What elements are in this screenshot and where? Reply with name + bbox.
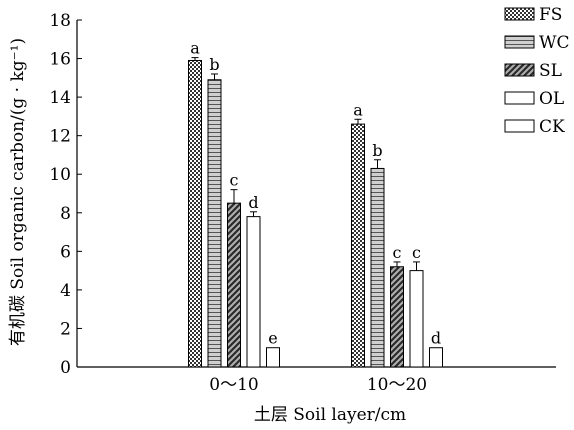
y-tick-label: 14	[49, 88, 71, 108]
significance-letter: e	[268, 329, 277, 348]
y-axis-label: 有机碳 Soil organic carbon/(g · kg⁻¹)	[8, 38, 28, 346]
bar-fs-2	[351, 123, 365, 368]
y-tick-label: 18	[49, 11, 71, 31]
legend-label-sl: SL	[539, 61, 562, 81]
y-tick-label: 16	[49, 50, 71, 70]
bar-ol-2	[409, 270, 424, 368]
legend-label-wc: WC	[539, 33, 569, 53]
significance-letter: b	[209, 55, 219, 74]
bar-ol-1	[246, 216, 261, 368]
legend-swatch-ol	[504, 91, 535, 105]
legend: FS WC SL OL CK	[504, 5, 569, 137]
legend-swatch-wc	[504, 35, 535, 49]
axes	[76, 20, 556, 368]
legend-swatch-sl	[504, 63, 535, 77]
y-tick-label: 12	[49, 127, 71, 147]
bar-sl-2	[390, 266, 404, 368]
y-tick-label: 8	[60, 204, 71, 224]
x-axis-ticks: 0～10 10～20	[209, 375, 427, 395]
significance-letter: a	[190, 39, 200, 58]
significance-letter: c	[393, 243, 402, 262]
y-tick-label: 6	[60, 242, 71, 262]
significance-letter: c	[230, 171, 239, 190]
bar-ck-2	[429, 347, 443, 368]
y-tick-label: 0	[60, 358, 71, 378]
legend-label-ol: OL	[539, 89, 564, 109]
bar-wc-2	[370, 167, 385, 368]
x-tick-label: 10～20	[367, 375, 427, 395]
significance-letter: d	[431, 329, 441, 348]
significance-letter: c	[412, 243, 421, 262]
x-tick-label: 0～10	[209, 375, 258, 395]
y-tick-label: 2	[60, 319, 71, 339]
legend-label-fs: FS	[539, 5, 562, 25]
y-tick-label: 4	[60, 281, 71, 301]
legend-swatch-ck	[504, 119, 535, 133]
bar-ck-1	[266, 347, 280, 368]
legend-swatch-fs	[504, 7, 535, 21]
significance-letter: b	[372, 141, 382, 160]
significance-letter: a	[353, 100, 363, 119]
x-axis-label: 土层 Soil layer/cm	[254, 405, 406, 425]
legend-label-ck: CK	[539, 117, 565, 137]
bar-fs-1	[188, 59, 202, 368]
bar-wc-1	[207, 79, 222, 368]
y-axis-ticks: 0 2 4 6 8 10 12 14 16 18	[49, 11, 82, 378]
significance-letter: d	[248, 193, 258, 212]
bar-sl-1	[227, 202, 241, 368]
y-tick-label: 10	[49, 165, 71, 185]
